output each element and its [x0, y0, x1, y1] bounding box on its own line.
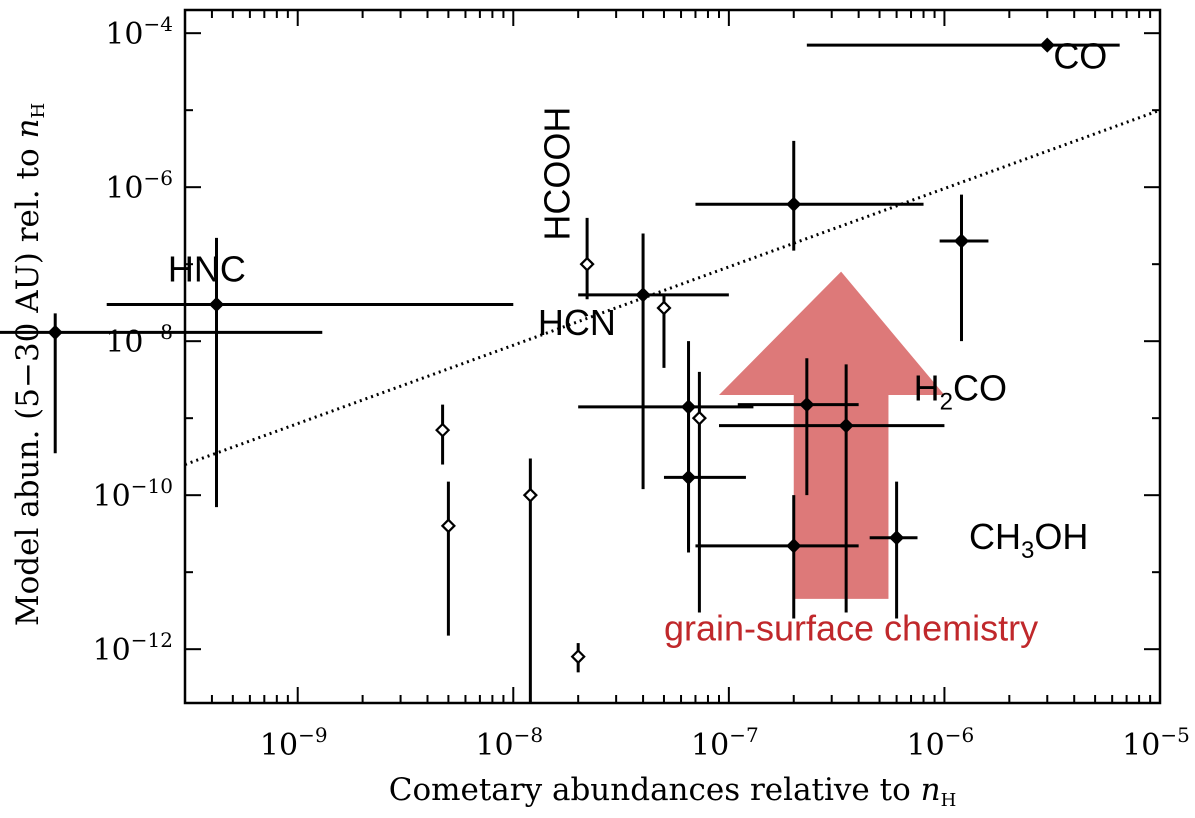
data-point-4 [208, 296, 225, 312]
data-point-17 [522, 487, 538, 503]
data-point-9 [680, 469, 697, 485]
x-axis-label: Cometary abundances relative to nH [389, 772, 957, 811]
data-point-13 [786, 538, 802, 554]
x-tick-label: 10−6 [907, 723, 975, 763]
data-point-10 [691, 410, 707, 426]
y-tick-label: 10−12 [93, 628, 173, 668]
data-point-6 [635, 287, 651, 303]
data-point-7 [656, 300, 672, 316]
data-point-8 [680, 399, 697, 415]
y-axis-label: Model abun. (5−30 AU) rel. to nH [10, 103, 49, 626]
highlight-arrow [718, 271, 945, 599]
reference-line [184, 108, 1161, 466]
molecule-label-0: CO [1053, 35, 1107, 76]
data-point-1 [786, 196, 802, 212]
x-tick-label: 10−7 [691, 723, 759, 763]
molecule-label-2: HNC [168, 248, 246, 289]
y-tick-label: 10−10 [93, 474, 173, 514]
data-point-5 [47, 324, 63, 340]
y-tick-label: 10−8 [105, 320, 173, 360]
data-point-18 [570, 649, 586, 665]
molecule-label-1: HCOOH [536, 107, 577, 241]
molecule-label-3: HCN [538, 302, 616, 343]
molecule-label-5: CH3OH [969, 516, 1088, 564]
data-point-2 [953, 233, 970, 249]
data-point-12 [838, 418, 854, 434]
y-tick-label: 10−6 [105, 166, 173, 206]
data-point-14 [889, 530, 905, 546]
y-tick-label: 10−4 [105, 12, 173, 52]
data-point-3 [579, 256, 595, 272]
data-point-0 [1039, 37, 1055, 53]
data-point-11 [799, 397, 815, 413]
x-tick-label: 10−5 [1122, 723, 1190, 763]
x-tick-label: 10−9 [260, 723, 328, 763]
molecule-label-4: H2CO [914, 367, 1007, 415]
plot-frame [183, 8, 1162, 705]
x-tick-label: 10−8 [475, 723, 543, 763]
annotation-grain-surface: grain-surface chemistry [664, 607, 1038, 648]
data-point-15 [435, 422, 451, 438]
data-point-16 [440, 518, 456, 534]
